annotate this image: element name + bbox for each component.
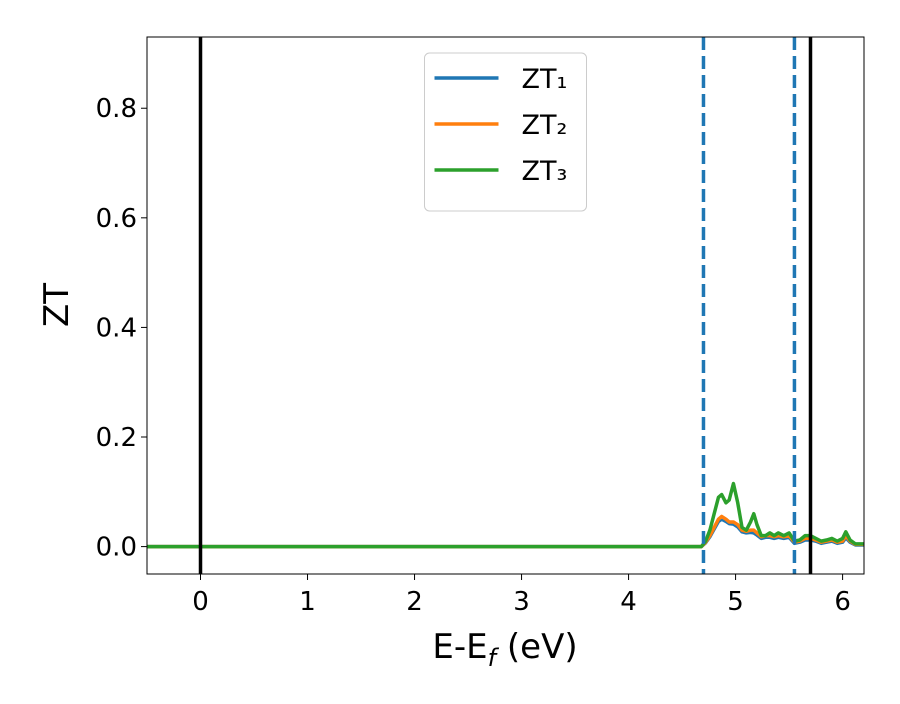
- x-label-part: (eV): [496, 627, 578, 667]
- x-tick-label: 4: [620, 587, 637, 617]
- x-label-part: E-E: [432, 627, 487, 667]
- legend-label: ZT₂: [522, 110, 568, 141]
- y-tick-label: 0.8: [96, 94, 137, 124]
- x-tick-label: 2: [406, 587, 423, 617]
- legend-label: ZT₁: [522, 64, 568, 95]
- plot-frame: [146, 36, 865, 575]
- x-tick-label: 0: [192, 587, 209, 617]
- series-line: [147, 481, 864, 549]
- x-tick-label: 3: [513, 587, 530, 617]
- y-tick-label: 0.4: [96, 313, 137, 343]
- x-tick-label: 1: [299, 587, 316, 617]
- y-tick-label: 0.6: [96, 204, 137, 234]
- x-axis-label: E-Ef (eV): [432, 627, 577, 672]
- y-axis-label: ZT: [37, 283, 77, 327]
- y-tick-label: 0.0: [96, 533, 137, 563]
- x-tick-label: 5: [727, 587, 744, 617]
- x-tick-label: 6: [834, 587, 851, 617]
- legend-label: ZT₃: [522, 156, 568, 187]
- y-tick-label: 0.2: [96, 423, 137, 453]
- plot-area: [147, 37, 864, 574]
